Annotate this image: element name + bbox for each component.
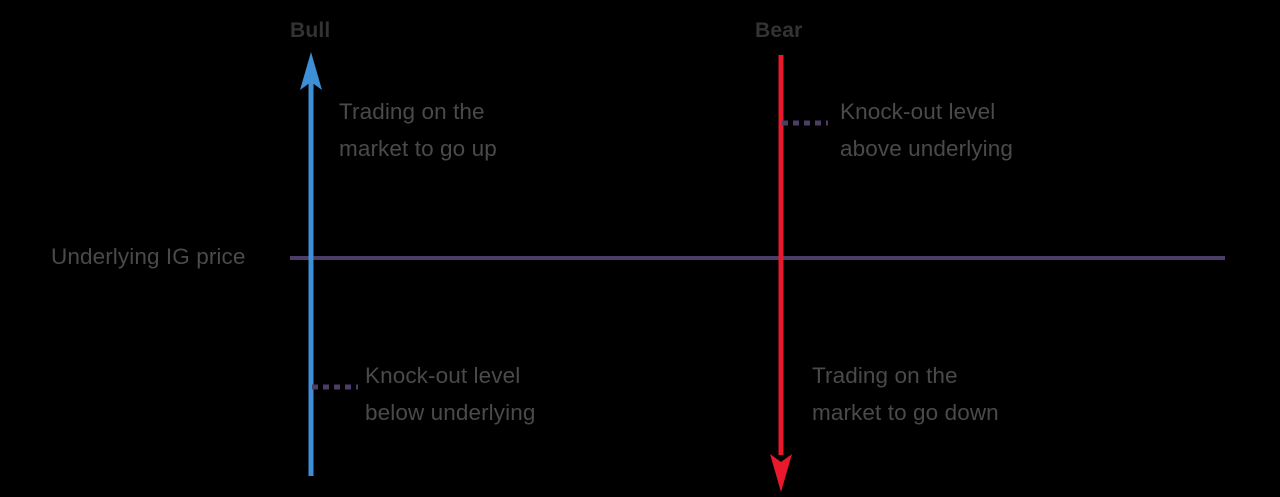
bear-knockout-note: Knock-out level above underlying <box>840 99 1013 161</box>
bull-direction-note: Trading on the market to go up <box>339 99 497 161</box>
bear-arrowhead-down-icon <box>770 454 792 492</box>
bear-direction-note: Trading on the market to go down <box>812 363 999 425</box>
bull-column-heading: Bull <box>290 19 331 42</box>
underlying-price-label: Underlying IG price <box>51 244 246 269</box>
bull-knockout-note: Knock-out level below underlying <box>365 363 536 425</box>
bear-column-heading: Bear <box>755 19 803 42</box>
bull-arrowhead-up-icon <box>300 52 322 90</box>
